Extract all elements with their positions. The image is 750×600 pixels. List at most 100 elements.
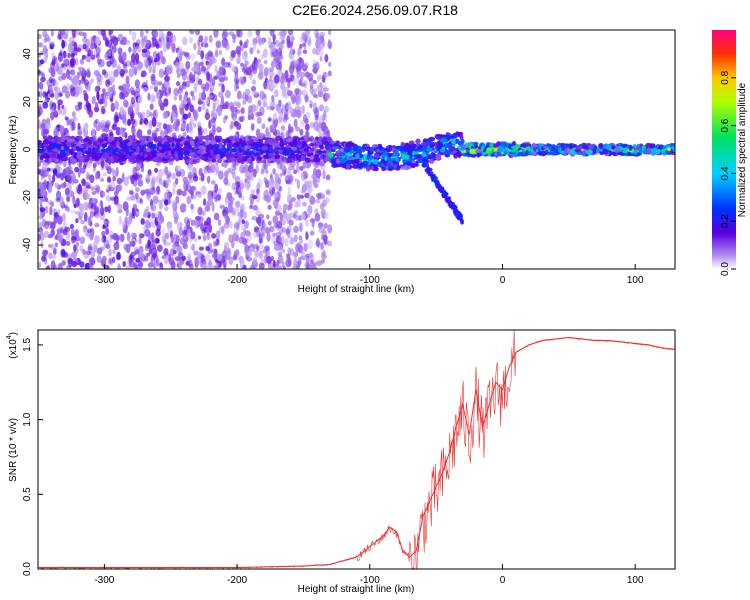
spectrogram-noise-cell (234, 222, 240, 229)
spectrogram-noise-cell (54, 242, 59, 248)
spectrogram-noise-cell (67, 47, 71, 53)
spectrogram-noise-cell (38, 103, 42, 109)
spectrogram-band-cell (323, 140, 329, 146)
spectrogram-noise-cell (148, 119, 153, 130)
spectrogram-band-cell (149, 143, 155, 150)
spectrogram-noise-cell (44, 205, 49, 214)
spectrogram-noise-cell (281, 261, 285, 268)
spectrogram-band-cell (405, 142, 409, 147)
spectrogram-noise-cell (112, 90, 117, 96)
spectrogram-band-cell (56, 143, 62, 150)
spectrogram-noise-cell (59, 196, 64, 206)
spectrogram-noise-cell (224, 196, 228, 205)
spectrogram-noise-cell (284, 86, 289, 92)
spectrogram-noise-cell (145, 79, 149, 86)
spectrogram-noise-cell (158, 37, 162, 43)
spectrogram-band-cell (511, 145, 517, 150)
spectrogram-noise-cell (302, 171, 308, 179)
spectrogram-noise-cell (90, 54, 96, 60)
spectrogram-noise-cell (267, 131, 271, 140)
spectrogram-band-cell (500, 141, 508, 146)
spectrogram-noise-cell (169, 36, 174, 47)
spectrogram-noise-cell (263, 176, 267, 184)
spectrogram-band-cell (167, 151, 172, 156)
spectrogram-band-cell (183, 145, 190, 151)
spectrogram-noise-cell (157, 199, 163, 204)
spectrogram-noise-cell (316, 84, 322, 92)
spectrogram-noise-cell (79, 261, 85, 268)
spectrogram-band-cell (356, 162, 360, 168)
spectrogram-noise-cell (122, 201, 129, 212)
spectrogram-noise-cell (142, 87, 148, 92)
spectrogram-noise-cell (107, 176, 111, 183)
spectrogram-band-cell (564, 149, 568, 155)
spectrogram-noise-cell (269, 43, 276, 53)
spectrogram-noise-cell (155, 175, 162, 184)
spectrogram-noise-cell (264, 245, 270, 251)
spectrogram-noise-cell (98, 73, 103, 82)
spectrogram-noise-cell (160, 33, 166, 38)
spectrogram-noise-cell (255, 216, 262, 224)
spectrogram-noise-cell (58, 234, 64, 243)
spectrogram-noise-cell (316, 237, 320, 248)
spectrogram-band-cell (161, 148, 166, 154)
spectrogram-noise-cell (187, 179, 191, 186)
spectrogram-band-cell (582, 151, 587, 156)
spectrogram-noise-cell (285, 228, 290, 235)
spectrogram-noise-cell (223, 63, 229, 68)
spectrogram-noise-cell (293, 76, 300, 84)
spectrogram-noise-cell (101, 255, 107, 263)
spectrogram-noise-cell (190, 219, 197, 226)
spectrogram-noise-cell (316, 260, 323, 267)
spectrogram-band-cell (139, 152, 144, 156)
spectrogram-band-cell (410, 162, 416, 169)
spectrogram-noise-cell (218, 77, 225, 83)
spectrogram-noise-cell (198, 127, 204, 136)
spectrogram-noise-cell (217, 110, 222, 116)
spectrogram-noise-cell (252, 168, 257, 178)
spectrogram-band-cell (648, 143, 656, 149)
spectrogram-noise-cell (66, 195, 71, 203)
spectrogram-band-cell (59, 149, 66, 156)
spectrogram-noise-cell (94, 235, 100, 244)
spectrogram-noise-cell (117, 203, 123, 210)
spectrogram-noise-cell (295, 263, 300, 269)
spectrogram-noise-cell (171, 132, 177, 139)
spectrogram-noise-cell (318, 50, 324, 58)
spectrogram-noise-cell (203, 127, 208, 134)
spectrogram-noise-cell (176, 221, 183, 231)
spectrogram-noise-cell (202, 234, 207, 242)
spectrogram-noise-cell (223, 242, 230, 250)
spectrogram-noise-cell (143, 39, 150, 50)
spectrogram-noise-cell (259, 250, 263, 259)
spectrogram-noise-cell (266, 195, 270, 204)
spectrogram-noise-cell (246, 95, 253, 104)
spectrogram-noise-cell (175, 165, 182, 172)
spectrogram-noise-cell (174, 216, 178, 225)
spectrogram-noise-cell (294, 177, 298, 183)
spectrogram-band-cell (244, 145, 248, 151)
spectrogram-noise-cell (119, 39, 123, 45)
spectrogram-noise-cell (194, 256, 200, 266)
spectrogram-noise-cell (138, 236, 142, 245)
spectrogram-band-cell (39, 156, 44, 160)
spectrogram-noise-cell (81, 54, 86, 60)
spectrogram-noise-cell (272, 215, 279, 225)
spectrogram-noise-cell (321, 40, 326, 48)
spectrogram-noise-cell (89, 174, 95, 184)
spectrogram-band-cell (515, 148, 519, 154)
spectrogram-band-cell (512, 140, 516, 147)
spectrogram-noise-cell (246, 175, 251, 184)
spectrogram-noise-cell (319, 115, 324, 120)
spectrogram-noise-cell (266, 84, 271, 91)
spectrogram-noise-cell (46, 79, 51, 85)
spectrogram-noise-cell (81, 67, 86, 78)
spectrogram-band-cell (109, 157, 114, 162)
spectrogram-noise-cell (200, 65, 206, 72)
spectrogram-noise-cell (43, 170, 49, 177)
spectrogram-noise-cell (168, 253, 172, 262)
spectrogram-noise-cell (40, 123, 46, 130)
spectrogram-band-cell (444, 149, 452, 156)
spectrogram-noise-cell (252, 90, 258, 95)
spectrogram-noise-cell (213, 212, 220, 221)
